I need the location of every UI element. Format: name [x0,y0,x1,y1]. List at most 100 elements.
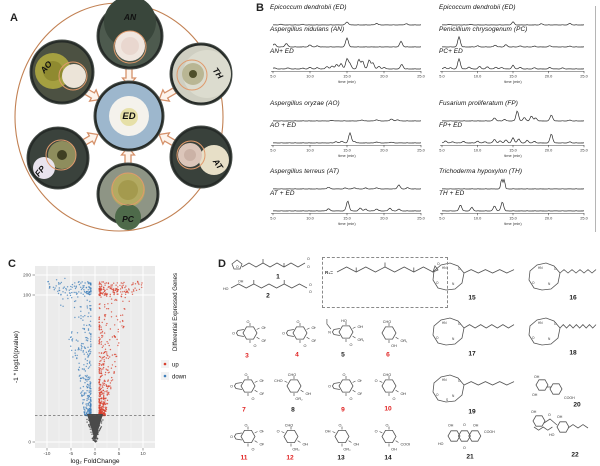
dish-label-ED: ED [122,111,135,122]
y-tick-label: 200 [23,273,31,279]
svg-text:O: O [309,290,312,294]
svg-text:HO: HO [341,319,347,323]
svg-text:15.0: 15.0 [509,216,517,221]
svg-text:O: O [343,373,346,377]
structure-1: OOO [231,257,310,270]
petri-dish-PC: PC [96,162,160,230]
structure-7: O O OH OR₂ O [230,373,264,401]
y-axis-title: -1 * log10(pvalue) [13,331,20,383]
trace-title: AN+ ED [270,48,294,55]
svg-text:N: N [548,282,551,286]
svg-text:O: O [339,424,342,428]
svg-text:N: N [452,337,455,341]
svg-text:OH: OH [357,379,362,383]
svg-text:OH: OH [391,448,397,452]
svg-text:OH: OH [534,375,540,379]
compound-number-11: 11 [240,454,248,462]
svg-text:HN: HN [442,378,447,382]
legend-title: Differential Expressed Genes [173,273,179,351]
svg-text:20.0: 20.0 [380,74,388,79]
panel-b-label: B [256,2,264,14]
r-group-box: R₁=OR₂= [322,257,448,308]
svg-text:CHO: CHO [383,373,391,377]
svg-text:S: S [446,398,448,402]
svg-text:15.0: 15.0 [509,74,517,79]
svg-text:O: O [252,448,255,452]
svg-text:O: O [436,281,439,285]
svg-text:O: O [232,332,235,336]
svg-text:OH: OH [532,393,538,397]
svg-text:10.0: 10.0 [306,148,314,153]
svg-text:OH: OH [238,280,244,284]
svg-text:OR₁: OR₁ [261,339,266,343]
compound-number-5: 5 [341,351,345,359]
compound-number-7: 7 [242,406,246,414]
compound-number-14: 14 [384,454,392,462]
svg-text:20.0: 20.0 [545,216,553,221]
trace-title: AO + ED [270,122,297,129]
svg-text:HN: HN [442,266,447,270]
compound-number-17: 17 [468,350,476,358]
chromatogram-trace [442,133,584,144]
time-axis: 5.0 10.0 15.0 20.0 25.0 time (min) [270,71,426,84]
chromatogram-trace [273,21,421,26]
svg-text:time (min): time (min) [504,153,522,158]
panel-b-right-spine [595,6,596,232]
x-tick-label: 0 [94,451,97,457]
svg-text:HN: HN [538,266,543,270]
structure-19: HN N O O S [432,374,515,403]
svg-text:OH: OH [448,424,454,428]
svg-text:25.0: 25.0 [417,148,425,153]
svg-text:OR₂: OR₂ [343,448,351,452]
svg-text:O: O [458,267,461,271]
svg-text:OH: OH [302,443,308,447]
svg-text:10.0: 10.0 [306,74,314,79]
svg-text:COOH: COOH [400,443,410,447]
svg-text:OH: OH [391,344,397,348]
chromatogram-trace [442,57,584,70]
structure-11: O O OH OR₂ O [230,424,264,452]
svg-text:O: O [307,257,310,261]
r-group-chain: R₁= O [325,262,440,275]
compound-number-15: 15 [468,294,476,302]
inoculation-arrow [158,87,178,102]
petri-dish-TH: TH [169,42,233,106]
svg-text:OH: OH [473,424,479,428]
trace-title: PC+ ED [439,48,463,55]
structure-15: HN N O O [432,262,515,291]
svg-text:20.0: 20.0 [545,74,553,79]
chromatogram-column: Epicoccum dendrobii (ED) Aspergillus nidu… [268,0,426,252]
chromatogram-trace [442,178,584,190]
svg-text:OH: OH [557,415,563,419]
svg-text:OR₂: OR₂ [295,397,303,401]
trace-title: Epicoccum dendrobii (ED) [270,4,347,11]
x-tick-label: -10 [44,451,51,457]
r-group-chain: R₂= [323,282,445,305]
svg-text:R₁=: R₁= [325,270,333,275]
svg-text:CHO: CHO [288,373,296,377]
svg-text:OR₂: OR₂ [259,443,264,447]
svg-text:25.0: 25.0 [580,148,588,153]
svg-text:15.0: 15.0 [343,74,351,79]
structure-2: HO OH OO [223,280,312,295]
structure-9: O O OH OR₂ O [328,373,362,401]
coculture-zone-ring [45,139,77,171]
compound-number-1: 1 [276,273,280,281]
compound-number-16: 16 [569,294,577,302]
svg-text:O: O [436,393,439,397]
trace-title: FP+ ED [439,122,463,129]
svg-text:O: O [252,397,255,401]
coculture-zone-ring [58,61,88,91]
svg-text:O: O [328,385,331,389]
svg-text:10.0: 10.0 [474,74,482,79]
chromatogram-trace [273,200,421,212]
svg-text:OR₁: OR₁ [311,339,316,343]
svg-text:O: O [393,397,396,401]
dish-label-PC: PC [122,214,135,224]
svg-text:10.0: 10.0 [474,216,482,221]
svg-text:OH: OH [357,325,363,329]
